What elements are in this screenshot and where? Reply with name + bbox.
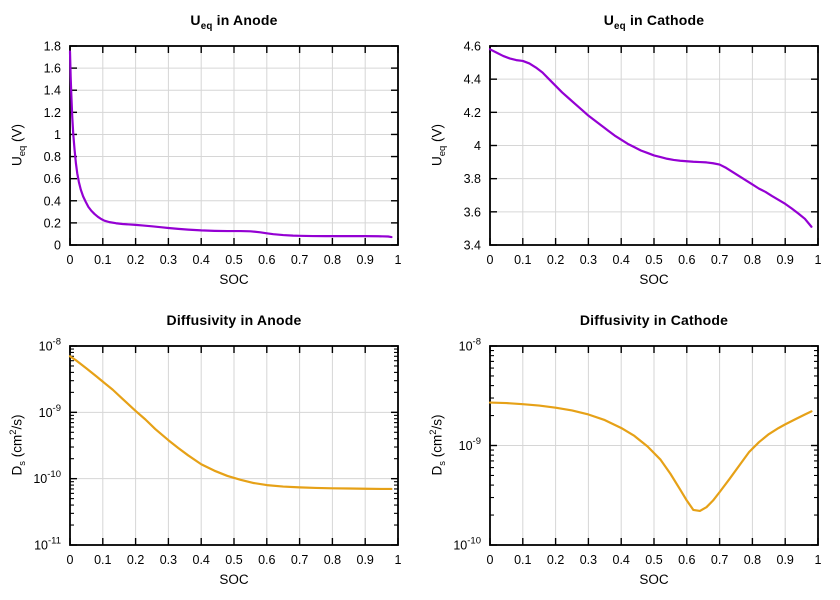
svg-text:1.4: 1.4 xyxy=(44,84,61,98)
svg-text:0.3: 0.3 xyxy=(160,253,177,267)
chart-diffusivity-cathode: Diffusivity in Cathode Ds (cm2/s) 0 0.1 0.… xyxy=(420,300,840,600)
svg-text:4: 4 xyxy=(474,139,481,153)
svg-text:0.7: 0.7 xyxy=(291,553,308,567)
svg-text:0: 0 xyxy=(54,239,61,253)
svg-text:0.2: 0.2 xyxy=(547,553,564,567)
svg-text:0: 0 xyxy=(487,553,494,567)
svg-text:0.6: 0.6 xyxy=(44,172,61,186)
svg-text:0: 0 xyxy=(67,253,74,267)
svg-text:0.5: 0.5 xyxy=(225,553,242,567)
svg-text:1: 1 xyxy=(395,253,402,267)
svg-text:0.6: 0.6 xyxy=(678,253,695,267)
x-axis-label-diffusivity-cathode: SOC xyxy=(639,572,669,587)
svg-text:0.4: 0.4 xyxy=(193,253,210,267)
plot-area-diffusivity-anode: 0 0.1 0.2 0.3 0.4 0.5 0.6 0.7 0.8 0.9 1 10-11 10-10 1… xyxy=(33,337,402,568)
chart-diffusivity-anode: Diffusivity in Anode Ds (cm2/s) 0 0.1 0.2 0… xyxy=(0,300,420,600)
svg-text:1.8: 1.8 xyxy=(44,40,61,54)
svg-text:0.6: 0.6 xyxy=(678,553,695,567)
svg-text:0.8: 0.8 xyxy=(324,253,341,267)
svg-text:0.9: 0.9 xyxy=(357,253,374,267)
svg-text:0.1: 0.1 xyxy=(514,253,531,267)
svg-text:0.3: 0.3 xyxy=(580,553,597,567)
svg-text:10-8: 10-8 xyxy=(39,337,61,354)
svg-text:1.6: 1.6 xyxy=(44,62,61,76)
plot-area-diffusivity-cathode: 0 0.1 0.2 0.3 0.4 0.5 0.6 0.7 0.8 0.9 1 10-10 10-9 10… xyxy=(453,337,822,568)
chart-title-ueq-anode: Ueq in Anode xyxy=(190,12,278,32)
svg-text:0.4: 0.4 xyxy=(193,553,210,567)
plot-area-ueq-cathode: 0 0.1 0.2 0.3 0.4 0.5 0.6 0.7 0.8 0.9 1 3.4 3.6 3.8 4 4… xyxy=(464,40,822,268)
svg-text:0.7: 0.7 xyxy=(711,553,728,567)
svg-text:0.3: 0.3 xyxy=(580,253,597,267)
svg-text:0.2: 0.2 xyxy=(44,216,61,230)
svg-text:0.7: 0.7 xyxy=(711,253,728,267)
svg-text:0.1: 0.1 xyxy=(514,553,531,567)
data-curve-ueq-anode xyxy=(68,50,393,239)
chart-title-diffusivity-cathode: Diffusivity in Cathode xyxy=(579,312,729,328)
svg-text:0.4: 0.4 xyxy=(613,553,630,567)
svg-text:0.5: 0.5 xyxy=(225,253,242,267)
svg-text:1.2: 1.2 xyxy=(44,106,61,120)
svg-text:0.2: 0.2 xyxy=(127,553,144,567)
x-axis-label-ueq-anode: SOC xyxy=(219,272,249,287)
chart-title-diffusivity-anode: Diffusivity in Anode xyxy=(166,312,302,328)
svg-text:0.5: 0.5 xyxy=(645,553,662,567)
svg-text:0.2: 0.2 xyxy=(547,253,564,267)
svg-text:4.6: 4.6 xyxy=(464,40,481,54)
svg-text:0.9: 0.9 xyxy=(777,253,794,267)
svg-text:4.2: 4.2 xyxy=(464,106,481,120)
svg-text:1: 1 xyxy=(395,553,402,567)
x-axis-label-ueq-cathode: SOC xyxy=(639,272,669,287)
svg-text:0.4: 0.4 xyxy=(44,194,61,208)
svg-text:0: 0 xyxy=(487,253,494,267)
data-curve-ueq-cathode xyxy=(488,48,813,228)
svg-text:0.7: 0.7 xyxy=(291,253,308,267)
svg-text:10-10: 10-10 xyxy=(453,536,481,553)
chart-ueq-anode: Ueq in Anode Ueq (V) 0 0.1 0.2 0.3 0.4 0.5 0.6… xyxy=(0,0,420,300)
svg-text:0.8: 0.8 xyxy=(324,553,341,567)
svg-text:0.9: 0.9 xyxy=(357,553,374,567)
svg-text:10-10: 10-10 xyxy=(33,469,61,486)
data-curve-diffusivity-anode xyxy=(68,355,393,491)
svg-text:0.1: 0.1 xyxy=(94,553,111,567)
svg-text:10-9: 10-9 xyxy=(459,436,481,453)
plot-area-ueq-anode: 0 0.1 0.2 0.3 0.4 0.5 0.6 0.7 0.8 0.9 1 0 0.2 0.4 0.6 0… xyxy=(44,40,402,268)
svg-text:0.8: 0.8 xyxy=(744,553,761,567)
chart-ueq-cathode: Ueq in Cathode Ueq (V) 0 0.1 0.2 0.3 0.4 0.5 0… xyxy=(420,0,840,300)
svg-text:0.9: 0.9 xyxy=(777,553,794,567)
svg-text:1: 1 xyxy=(815,253,822,267)
chart-title-ueq-cathode: Ueq in Cathode xyxy=(603,12,705,32)
svg-text:3.4: 3.4 xyxy=(464,239,481,253)
svg-text:3.6: 3.6 xyxy=(464,205,481,219)
svg-text:4.4: 4.4 xyxy=(464,73,481,87)
svg-text:0.1: 0.1 xyxy=(94,253,111,267)
svg-text:0.2: 0.2 xyxy=(127,253,144,267)
svg-text:0.3: 0.3 xyxy=(160,553,177,567)
svg-text:10-8: 10-8 xyxy=(459,337,481,354)
svg-text:1: 1 xyxy=(54,128,61,142)
svg-text:10-11: 10-11 xyxy=(34,536,61,553)
svg-text:1: 1 xyxy=(815,553,822,567)
svg-text:0: 0 xyxy=(67,553,74,567)
data-curve-diffusivity-cathode xyxy=(488,401,813,513)
svg-text:0.8: 0.8 xyxy=(744,253,761,267)
svg-text:0.6: 0.6 xyxy=(258,553,275,567)
x-axis-label-diffusivity-anode: SOC xyxy=(219,572,249,587)
svg-text:0.5: 0.5 xyxy=(645,253,662,267)
svg-text:10-9: 10-9 xyxy=(39,403,61,420)
svg-text:0.8: 0.8 xyxy=(44,150,61,164)
svg-text:3.8: 3.8 xyxy=(464,172,481,186)
svg-text:0.4: 0.4 xyxy=(613,253,630,267)
svg-text:0.6: 0.6 xyxy=(258,253,275,267)
